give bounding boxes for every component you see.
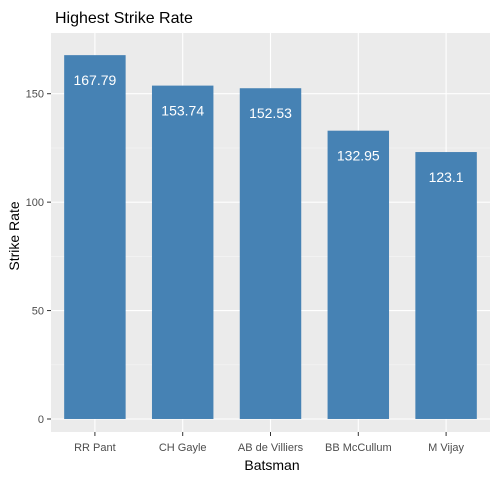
x-tick-label: CH Gayle (159, 442, 207, 454)
chart-title: Highest Strike Rate (55, 10, 193, 27)
x-tick-label: AB de Villiers (238, 442, 304, 454)
x-tick-label: M Vijay (428, 442, 464, 454)
bar-value-label: 132.95 (337, 148, 380, 164)
bar-value-labels: 167.79 153.74 152.53 132.95 123.1 (73, 72, 463, 185)
bar (239, 88, 302, 419)
y-axis: 0 50 100 150 (26, 89, 51, 426)
bar (64, 55, 126, 419)
bar (327, 130, 390, 419)
bars (64, 55, 477, 419)
bar-value-label: 167.79 (73, 72, 116, 88)
bar (151, 85, 214, 419)
bar-value-label: 123.1 (429, 169, 464, 185)
bar (415, 152, 477, 419)
x-axis: RR Pant CH Gayle AB de Villiers BB McCullum… (74, 432, 465, 454)
bar-value-label: 152.53 (249, 105, 292, 121)
bar-value-label: 153.74 (161, 103, 204, 119)
y-tick-label: 50 (32, 306, 44, 318)
y-tick-label: 0 (38, 414, 44, 426)
y-tick-label: 100 (26, 197, 44, 209)
x-tick-label: BB McCullum (325, 442, 392, 454)
y-tick-label: 150 (26, 89, 44, 101)
x-axis-title: Batsman (244, 457, 299, 473)
x-tick-label: RR Pant (74, 442, 116, 454)
y-axis-title: Strike Rate (6, 201, 22, 270)
